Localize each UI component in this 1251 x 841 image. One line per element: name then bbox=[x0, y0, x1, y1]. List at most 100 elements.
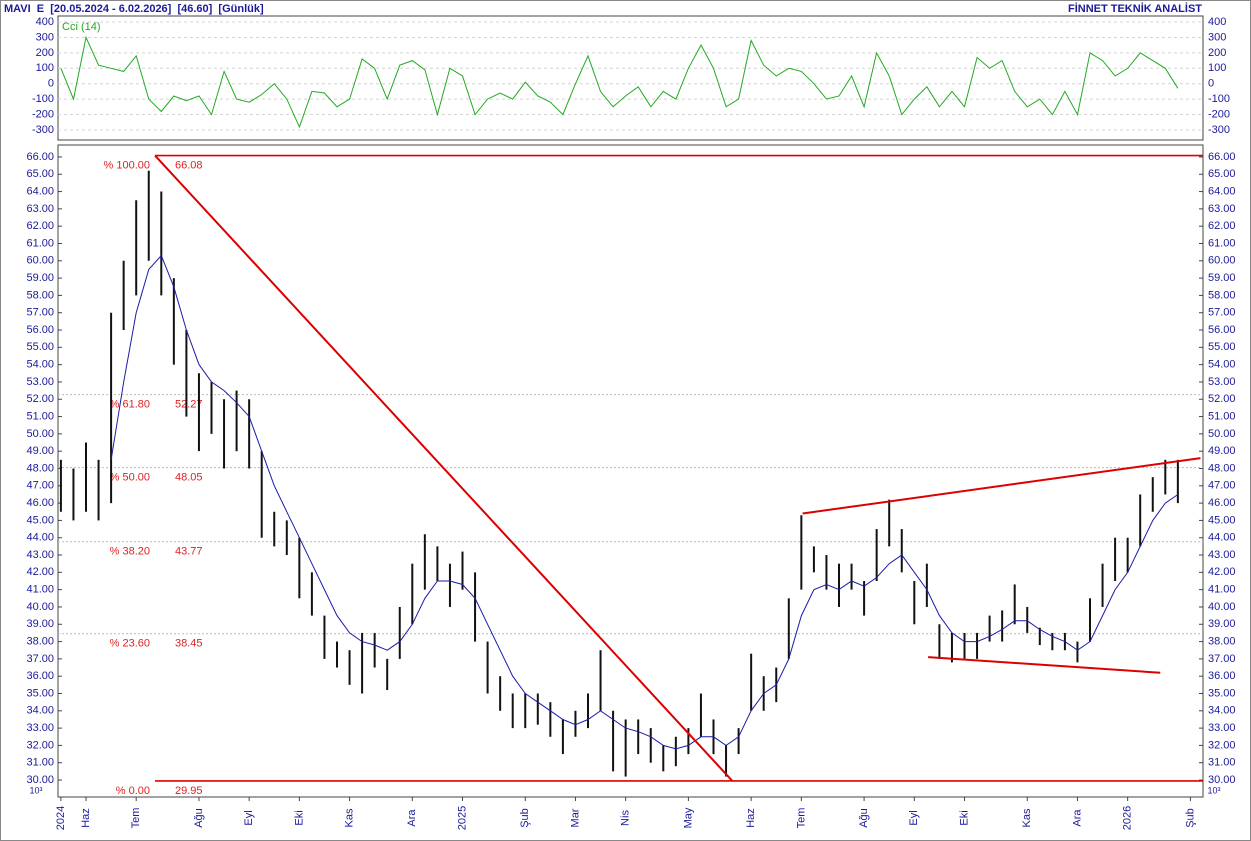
source: FİNNET TEKNİK ANALİST bbox=[1068, 2, 1202, 15]
y-tick-label: 42.00 bbox=[26, 566, 54, 578]
x-tick-label: 2025 bbox=[456, 806, 468, 830]
y-tick-label: 56.00 bbox=[1208, 324, 1236, 336]
y-tick-label: 46.00 bbox=[1208, 497, 1236, 509]
x-tick-label: Eyl bbox=[908, 810, 920, 825]
y-tick-label: 62.00 bbox=[26, 220, 54, 232]
y-tick-label: 300 bbox=[36, 31, 54, 43]
y-tick-label: 43.00 bbox=[1208, 549, 1236, 561]
y-tick-label: 60.00 bbox=[26, 255, 54, 267]
y-tick-label: 58.00 bbox=[1208, 289, 1236, 301]
y-tick-label: 49.00 bbox=[26, 445, 54, 457]
trendline bbox=[928, 656, 1161, 674]
x-tick-label: Ara bbox=[406, 809, 418, 827]
y-tick-label: 57.00 bbox=[26, 307, 54, 319]
y-tick-label: 39.00 bbox=[1208, 618, 1236, 630]
y-tick-label: 61.00 bbox=[26, 237, 54, 249]
x-tick-label: Ara bbox=[1071, 809, 1083, 827]
cci-panel bbox=[57, 15, 1204, 141]
y-tick-label: 46.00 bbox=[26, 497, 54, 509]
y-tick-label: 35.00 bbox=[26, 687, 54, 699]
y-tick-label: 50.00 bbox=[1208, 428, 1236, 440]
x-tick-label: Şub bbox=[1184, 808, 1196, 828]
y-tick-label: 45.00 bbox=[1208, 514, 1236, 526]
x-tick-label: 2024 bbox=[55, 806, 67, 830]
y-tick-label: 300 bbox=[1208, 31, 1226, 43]
fib-label: % 38.20 bbox=[110, 546, 150, 558]
x-tick-label: Eki bbox=[293, 810, 305, 825]
fib-label: % 50.00 bbox=[110, 472, 150, 484]
y-tick-label: 42.00 bbox=[1208, 566, 1236, 578]
y-tick-label: -300 bbox=[1208, 124, 1230, 136]
chart-title: MAVI E [20.05.2024 - 6.02.2026] [46.60] … bbox=[4, 3, 264, 15]
y-tick-label: 36.00 bbox=[1208, 670, 1236, 682]
y-tick-label: 37.00 bbox=[26, 653, 54, 665]
y-tick-label: 44.00 bbox=[1208, 532, 1236, 544]
y-tick-label: 59.00 bbox=[1208, 272, 1236, 284]
y-tick-label: 53.00 bbox=[1208, 376, 1236, 388]
y-tick-label: 41.00 bbox=[1208, 584, 1236, 596]
x-tick-label: Eki bbox=[958, 810, 970, 825]
y-tick-label: 65.00 bbox=[1208, 168, 1236, 180]
x-tick-label: Haz bbox=[745, 808, 757, 828]
y-tick-label: 62.00 bbox=[1208, 220, 1236, 232]
y-tick-label: 54.00 bbox=[26, 359, 54, 371]
x-tick-label: Tem bbox=[130, 808, 142, 829]
fib-value: 48.05 bbox=[175, 472, 203, 484]
y-tick-label: 54.00 bbox=[1208, 359, 1236, 371]
y-tick-label: 47.00 bbox=[1208, 480, 1236, 492]
y-tick-label: 59.00 bbox=[26, 272, 54, 284]
fib-label: % 0.00 bbox=[116, 785, 150, 797]
y-tick-label: 35.00 bbox=[1208, 687, 1236, 699]
x-tick-label: Tem bbox=[795, 808, 807, 829]
y-tick-label: 200 bbox=[1208, 47, 1226, 59]
y-tick-label: 38.00 bbox=[1208, 635, 1236, 647]
y-tick-label: -200 bbox=[32, 108, 54, 120]
y-tick-label: 55.00 bbox=[26, 341, 54, 353]
y-tick-label: 45.00 bbox=[26, 514, 54, 526]
y-tick-label: 39.00 bbox=[26, 618, 54, 630]
x-tick-label: Nis bbox=[620, 810, 632, 826]
y-tick-label: 33.00 bbox=[26, 722, 54, 734]
y-tick-label: 36.00 bbox=[26, 670, 54, 682]
fib-label: % 100.00 bbox=[104, 159, 150, 171]
y-tick-label: 63.00 bbox=[26, 203, 54, 215]
y-tick-label: 48.00 bbox=[26, 462, 54, 474]
y-tick-label: 56.00 bbox=[26, 324, 54, 336]
y-tick-label: 38.00 bbox=[26, 635, 54, 647]
y-tick-label: 57.00 bbox=[1208, 307, 1236, 319]
y-tick-label: 55.00 bbox=[1208, 341, 1236, 353]
y-tick-label: 63.00 bbox=[1208, 203, 1236, 215]
y-tick-label: 400 bbox=[1208, 16, 1226, 28]
y-tick-label: 64.00 bbox=[26, 185, 54, 197]
axis-unit: 10³ bbox=[1207, 785, 1220, 795]
fib-value: 29.95 bbox=[175, 785, 203, 797]
y-tick-label: 34.00 bbox=[1208, 705, 1236, 717]
y-tick-label: 51.00 bbox=[1208, 410, 1236, 422]
fib-value: 38.45 bbox=[175, 638, 203, 650]
y-tick-label: 0 bbox=[1208, 78, 1214, 90]
y-tick-label: 53.00 bbox=[26, 376, 54, 388]
y-tick-label: 43.00 bbox=[26, 549, 54, 561]
moving-average bbox=[110, 254, 1179, 750]
y-tick-label: 48.00 bbox=[1208, 462, 1236, 474]
y-tick-label: 66.00 bbox=[26, 151, 54, 163]
x-tick-label: Mar bbox=[569, 808, 581, 827]
y-tick-label: -200 bbox=[1208, 108, 1230, 120]
y-tick-label: 31.00 bbox=[1208, 757, 1236, 769]
x-tick-label: Eyl bbox=[243, 810, 255, 825]
x-tick-label: Ağu bbox=[858, 808, 870, 828]
y-tick-label: 0 bbox=[48, 78, 54, 90]
y-tick-label: -300 bbox=[32, 124, 54, 136]
x-tick-label: Haz bbox=[80, 808, 92, 828]
y-tick-label: 60.00 bbox=[1208, 255, 1236, 267]
y-tick-label: 32.00 bbox=[26, 739, 54, 751]
cci-line bbox=[60, 35, 1179, 129]
y-tick-label: 64.00 bbox=[1208, 185, 1236, 197]
y-tick-label: 40.00 bbox=[1208, 601, 1236, 613]
y-tick-label: 33.00 bbox=[1208, 722, 1236, 734]
fib-value: 52.27 bbox=[175, 398, 203, 410]
y-tick-label: 47.00 bbox=[26, 480, 54, 492]
y-tick-label: 31.00 bbox=[26, 757, 54, 769]
x-tick-label: Şub bbox=[519, 808, 531, 828]
y-tick-label: 66.00 bbox=[1208, 151, 1236, 163]
